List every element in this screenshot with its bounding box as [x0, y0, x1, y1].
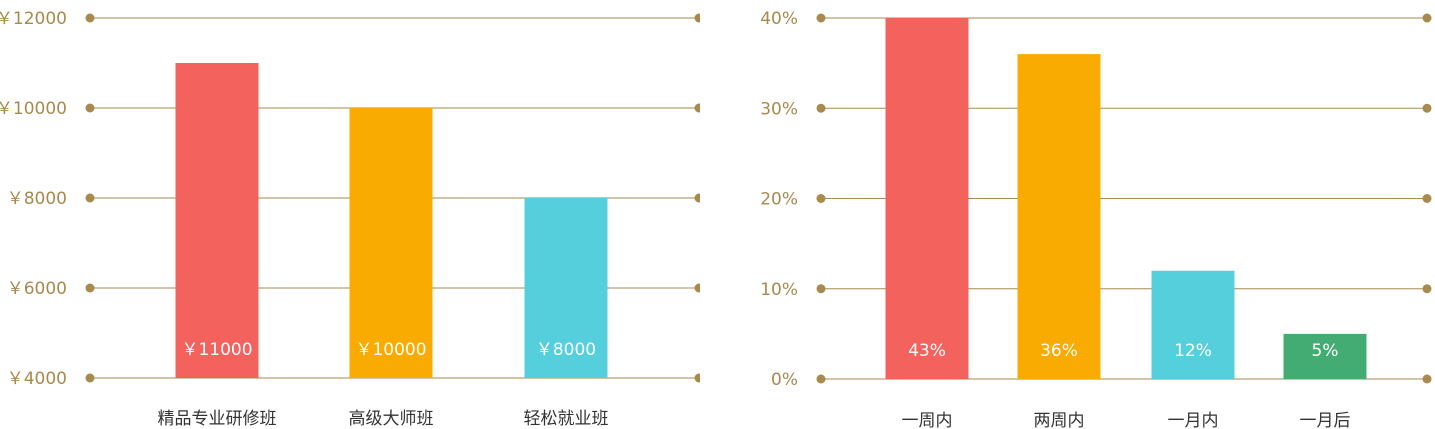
bar	[349, 108, 433, 378]
bar-value-label: 43%	[908, 341, 946, 361]
gridline-start-dot	[816, 103, 826, 113]
y-tick-label: 40%	[760, 9, 798, 29]
gridline-start-dot	[816, 194, 826, 203]
x-category-label: 一周内	[902, 411, 953, 429]
bar-value-label: ￥11000	[181, 340, 252, 360]
gridline-end-dot	[1422, 103, 1432, 113]
y-tick-label: ￥4000	[7, 369, 67, 389]
gridline-end-dot	[1422, 13, 1432, 23]
y-tick-label: 10%	[760, 280, 798, 300]
y-tick-label: 20%	[760, 190, 798, 210]
bar	[524, 198, 608, 378]
gridline-start-dot	[85, 103, 95, 113]
bar-value-label: 36%	[1040, 341, 1078, 361]
x-category-label: 一月内	[1168, 411, 1219, 429]
x-category-label: 精品专业研修班	[158, 409, 277, 429]
y-tick-label: ￥8000	[7, 189, 67, 209]
gridline-start-dot	[85, 373, 95, 383]
bar	[1283, 333, 1367, 379]
gridline-start-dot	[85, 193, 95, 203]
gridline-end-dot	[694, 283, 700, 293]
bar-value-label: 12%	[1174, 341, 1212, 361]
bar-value-label: ￥10000	[355, 340, 426, 360]
bar	[885, 18, 969, 379]
y-tick-label: ￥12000	[0, 9, 67, 29]
bar-value-label: 5%	[1312, 341, 1339, 361]
gridline-end-dot	[694, 193, 700, 203]
gridline-end-dot	[1422, 374, 1432, 384]
x-category-label: 一月后	[1300, 411, 1351, 429]
gridline-start-dot	[85, 13, 95, 23]
x-category-label: 轻松就业班	[524, 409, 609, 429]
y-tick-label: 30%	[760, 99, 798, 119]
x-category-label: 两周内	[1034, 411, 1085, 429]
x-category-label: 高级大师班	[349, 409, 434, 429]
employment-time-bar-chart: 0% 10% 20% 30% 40% 43% 一周内 36% 两周内 12% 一月内 5% 一月后	[760, 9, 1432, 429]
bar	[1151, 270, 1235, 379]
bar-value-label: ￥8000	[536, 340, 596, 360]
gridline-end-dot	[694, 103, 700, 113]
gridline-start-dot	[816, 284, 826, 294]
gridline-start-dot	[85, 283, 95, 293]
salary-bar-chart: ￥4000 ￥6000 ￥8000 ￥10000 ￥12000 ￥11000 精品专业研修班…	[0, 9, 700, 429]
bar	[1017, 54, 1101, 379]
y-tick-label: 0%	[771, 370, 798, 390]
gridline-end-dot	[694, 13, 700, 23]
bar	[175, 63, 259, 378]
y-tick-label: ￥6000	[7, 279, 67, 299]
gridline-end-dot	[694, 373, 700, 383]
gridline-end-dot	[1422, 284, 1432, 294]
gridline-start-dot	[816, 374, 826, 384]
gridline-start-dot	[816, 13, 826, 23]
gridline-end-dot	[1422, 194, 1432, 203]
y-tick-label: ￥10000	[0, 99, 67, 119]
